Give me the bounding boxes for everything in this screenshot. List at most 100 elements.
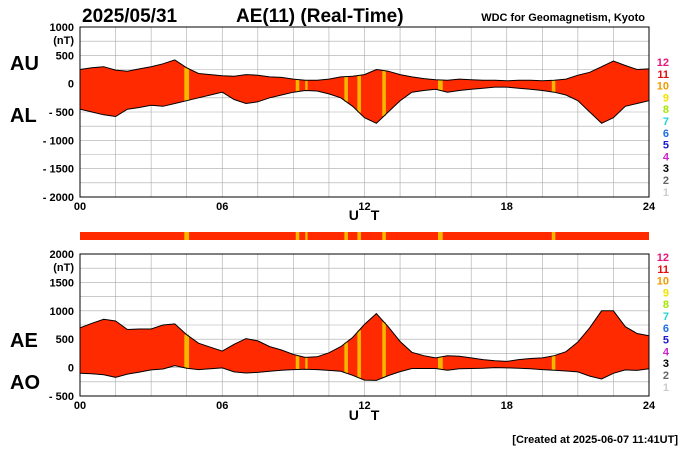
data-band-fill bbox=[80, 310, 649, 381]
legend-item: 4 bbox=[663, 346, 670, 358]
series-line-au bbox=[79, 59, 650, 82]
al-label: AL bbox=[10, 105, 37, 127]
highlight-strip bbox=[551, 355, 556, 371]
highlight-strip bbox=[357, 330, 361, 378]
x-tick-label: 12 bbox=[358, 201, 370, 213]
highlight-strip bbox=[551, 80, 556, 93]
highlight-strip bbox=[184, 67, 190, 101]
highlight-strip bbox=[295, 355, 300, 370]
chart-date: 2025/05/31 bbox=[82, 6, 178, 27]
y-tick-label: 500 bbox=[56, 50, 74, 62]
top-y-ticks: 1000 500 0 - 500 - 1000 - 1500 - 2000 bbox=[43, 22, 74, 204]
legend-item: 12 bbox=[657, 57, 669, 69]
quality-bar-base bbox=[80, 232, 649, 240]
quality-bar-segment bbox=[551, 232, 556, 240]
series-line-ao bbox=[79, 365, 650, 381]
y-tick-label: 1000 bbox=[50, 22, 74, 34]
y-tick-label: 0 bbox=[68, 363, 74, 375]
highlight-strip bbox=[184, 334, 190, 369]
x-tick-label: 24 bbox=[643, 400, 656, 412]
x-tick-label: 00 bbox=[74, 201, 86, 213]
quality-bar-segment bbox=[344, 232, 348, 240]
top-unit-label: (nT) bbox=[53, 35, 74, 47]
legend-item: 7 bbox=[663, 116, 669, 128]
legend-item: 2 bbox=[663, 175, 669, 187]
x-tick-label: 24 bbox=[643, 201, 656, 213]
legend-item: 5 bbox=[663, 335, 669, 347]
bottom-x-axis-label: U T bbox=[349, 407, 384, 423]
legend-item: 12 bbox=[657, 252, 669, 264]
bottom-plot-frame bbox=[79, 253, 650, 397]
top-x-ticks: 00 06 12 18 24 bbox=[74, 201, 656, 213]
created-timestamp: [Created at 2025-06-07 11:41UT] bbox=[512, 434, 678, 446]
legend-item: 10 bbox=[657, 276, 669, 288]
x-tick-label: 06 bbox=[216, 201, 228, 213]
highlight-strip bbox=[437, 79, 443, 91]
top-plot-frame bbox=[79, 26, 650, 198]
x-tick-label: 06 bbox=[216, 400, 228, 412]
series-line-ae bbox=[79, 310, 650, 362]
legend-item: 3 bbox=[663, 358, 669, 370]
y-tick-label: - 2000 bbox=[43, 192, 74, 204]
quality-bar-segment bbox=[305, 232, 308, 240]
y-tick-label: 500 bbox=[56, 334, 74, 346]
legend-item: 7 bbox=[663, 311, 669, 323]
y-tick-label: 2000 bbox=[50, 249, 74, 261]
x-tick-label: 00 bbox=[74, 400, 86, 412]
legend-item: 10 bbox=[657, 81, 669, 93]
highlight-strip bbox=[382, 70, 386, 116]
highlight-strip bbox=[437, 357, 443, 370]
legend-item: 1 bbox=[663, 382, 669, 394]
y-tick-label: 1000 bbox=[50, 306, 74, 318]
legend-item: 9 bbox=[663, 92, 669, 104]
quality-bar-segment bbox=[437, 232, 443, 240]
highlight-strip bbox=[305, 357, 308, 370]
organization-label: WDC for Geomagnetism, Kyoto bbox=[481, 12, 645, 24]
highlight-strip bbox=[357, 75, 361, 113]
bottom-y-ticks: 2000 1500 1000 500 0 - 500 bbox=[49, 249, 74, 403]
legend-item: 11 bbox=[657, 264, 669, 276]
ae-label: AE bbox=[10, 330, 38, 352]
legend-item: 2 bbox=[663, 370, 669, 382]
au-label: AU bbox=[10, 53, 39, 75]
top-data-area bbox=[79, 59, 650, 124]
legend-item: 6 bbox=[663, 323, 669, 335]
highlight-strip bbox=[344, 342, 348, 374]
bottom-panel: 2000 1500 1000 500 0 - 500 00 06 12 18 24 (nT) U … bbox=[10, 249, 656, 423]
quality-bar-segment bbox=[357, 232, 361, 240]
quality-bar-segment bbox=[184, 232, 190, 240]
x-tick-label: 18 bbox=[501, 201, 513, 213]
y-tick-label: 1500 bbox=[50, 277, 74, 289]
x-tick-label: 12 bbox=[358, 400, 370, 412]
highlight-strip bbox=[295, 79, 300, 92]
legend-item: 11 bbox=[657, 69, 669, 81]
top-x-axis-label: U T bbox=[349, 207, 384, 223]
bottom-data-area bbox=[79, 310, 650, 381]
y-tick-label: - 500 bbox=[49, 391, 74, 403]
bottom-x-ticks: 00 06 12 18 24 bbox=[74, 400, 656, 412]
quality-bar-segment bbox=[295, 232, 300, 240]
legend-item: 6 bbox=[663, 128, 669, 140]
legend-item: 4 bbox=[663, 151, 670, 163]
quality-bar bbox=[80, 232, 649, 240]
legend-item: 8 bbox=[663, 299, 669, 311]
legend-item: 8 bbox=[663, 104, 669, 116]
y-tick-label: 0 bbox=[68, 79, 74, 91]
bottom-unit-label: (nT) bbox=[53, 262, 74, 274]
highlight-strip bbox=[382, 322, 386, 378]
series-line-al bbox=[79, 86, 650, 124]
top-panel: 1000 500 0 - 500 - 1000 - 1500 - 2000 00 06 12 18… bbox=[10, 22, 656, 223]
legend-item: 1 bbox=[663, 187, 669, 199]
quality-bar-segment bbox=[382, 232, 386, 240]
legend-item: 9 bbox=[663, 287, 669, 299]
legend-item: 5 bbox=[663, 140, 669, 152]
chart-title: AE(11) (Real-Time) bbox=[236, 6, 404, 27]
y-tick-label: - 1500 bbox=[43, 164, 74, 176]
x-tick-label: 18 bbox=[501, 400, 513, 412]
highlight-strip bbox=[305, 80, 308, 91]
ao-label: AO bbox=[10, 372, 40, 394]
highlight-strip bbox=[344, 76, 348, 102]
